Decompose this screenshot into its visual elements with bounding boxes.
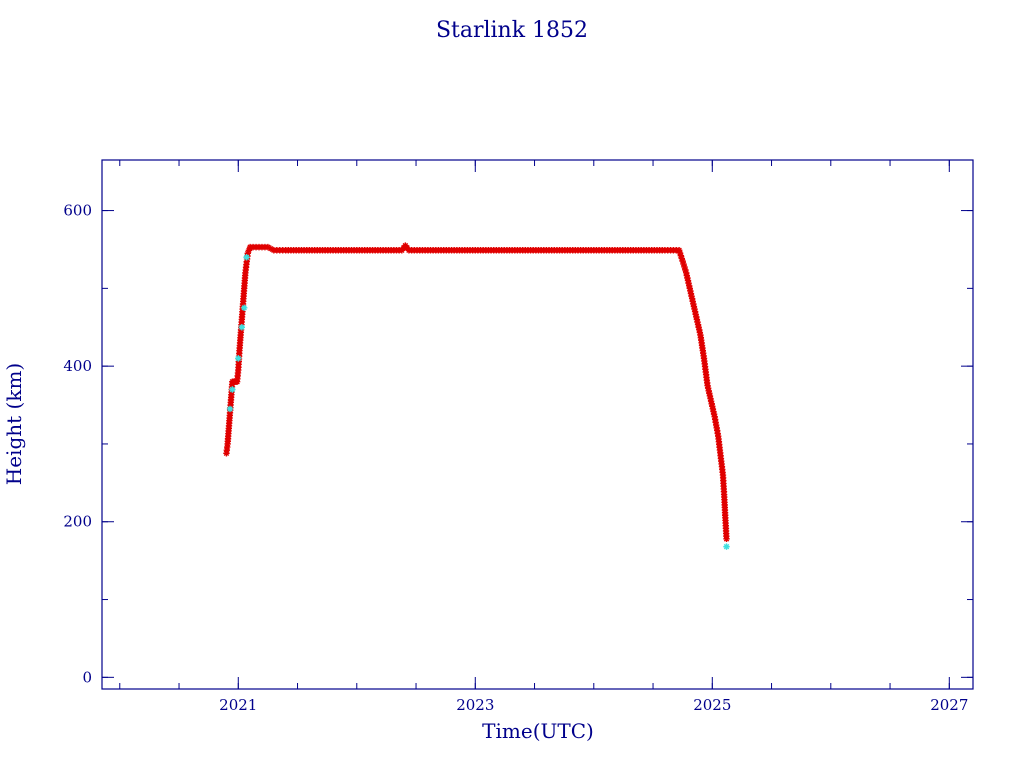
data-points [223,242,730,550]
data-point [675,247,683,254]
data-point [678,255,685,262]
plot-frame [101,159,974,690]
data-point [681,263,688,271]
data-point [679,257,686,265]
y-tick-label: 200 [63,513,92,531]
data-point [229,386,236,393]
data-point [235,355,242,362]
data-point [676,249,684,257]
data-point [267,245,275,252]
y-tick-label: 0 [82,668,92,686]
x-axis-label: Time(UTC) [482,719,594,743]
x-tick-label: 2021 [219,696,257,714]
x-tick-label: 2025 [693,696,731,714]
data-point [677,252,685,259]
x-tick-label: 2027 [930,696,968,714]
tick-labels: 2021 2023 2025 2027 0 200 400 600 [63,202,968,714]
data-point [241,304,248,312]
data-point [264,243,272,251]
axis-ticks [102,160,973,689]
data-point [238,324,246,331]
y-tick-label: 400 [63,357,92,375]
data-point [723,535,730,543]
data-point [245,247,253,254]
data-point [723,543,730,550]
data-point [680,260,687,268]
chart-title: Starlink 1852 [436,18,588,43]
data-point [682,266,689,274]
x-tick-label: 2023 [456,696,494,714]
y-axis-label: Height (km) [2,363,26,485]
data-point [244,250,251,257]
y-tick-label: 600 [63,202,92,220]
data-point [243,254,250,261]
data-point [226,405,234,413]
